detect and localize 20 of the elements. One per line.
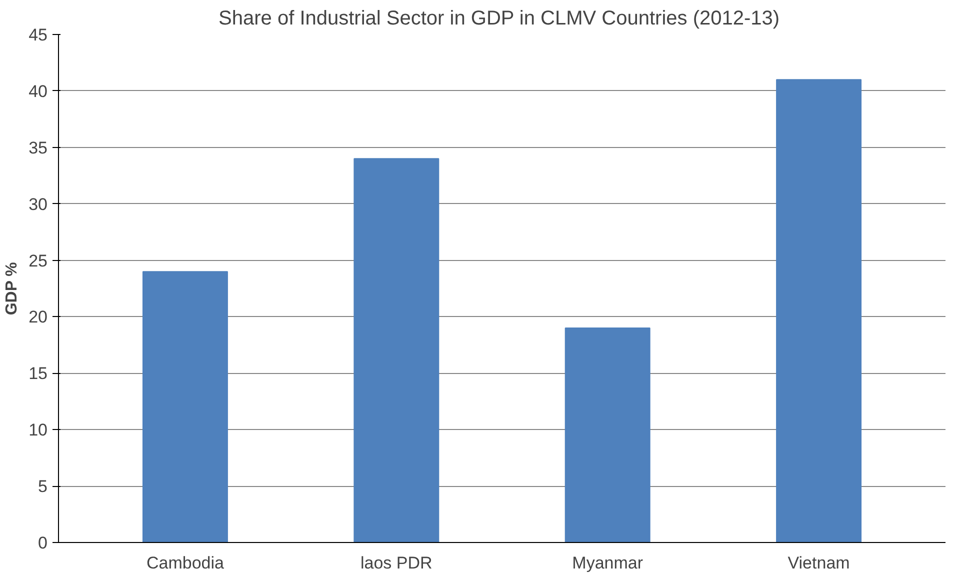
bar (776, 79, 862, 542)
y-tick-label: 5 (38, 477, 48, 496)
chart-title: Share of Industrial Sector in GDP in CLMV Countries (2012-13) (218, 8, 780, 30)
bar (354, 158, 440, 542)
y-tick-label: 20 (28, 308, 48, 327)
x-tick-label: Vietnam (788, 554, 850, 572)
y-axis-title: GDP % (4, 262, 21, 316)
y-tick-label: 40 (28, 82, 48, 101)
y-tick-label: 0 (38, 534, 48, 552)
y-tick-label: 10 (28, 420, 48, 440)
x-tick-label: laos PDR (360, 554, 432, 572)
bar (142, 271, 228, 542)
y-tick-label: 25 (28, 251, 48, 270)
y-tick-label: 35 (28, 138, 48, 158)
y-tick-label: 15 (28, 364, 48, 384)
bar (564, 328, 650, 542)
x-tick-label: Myanmar (572, 554, 644, 572)
y-tick-label: 45 (28, 26, 48, 44)
y-tick-label: 30 (28, 194, 48, 214)
x-tick-label: Cambodia (146, 554, 225, 572)
